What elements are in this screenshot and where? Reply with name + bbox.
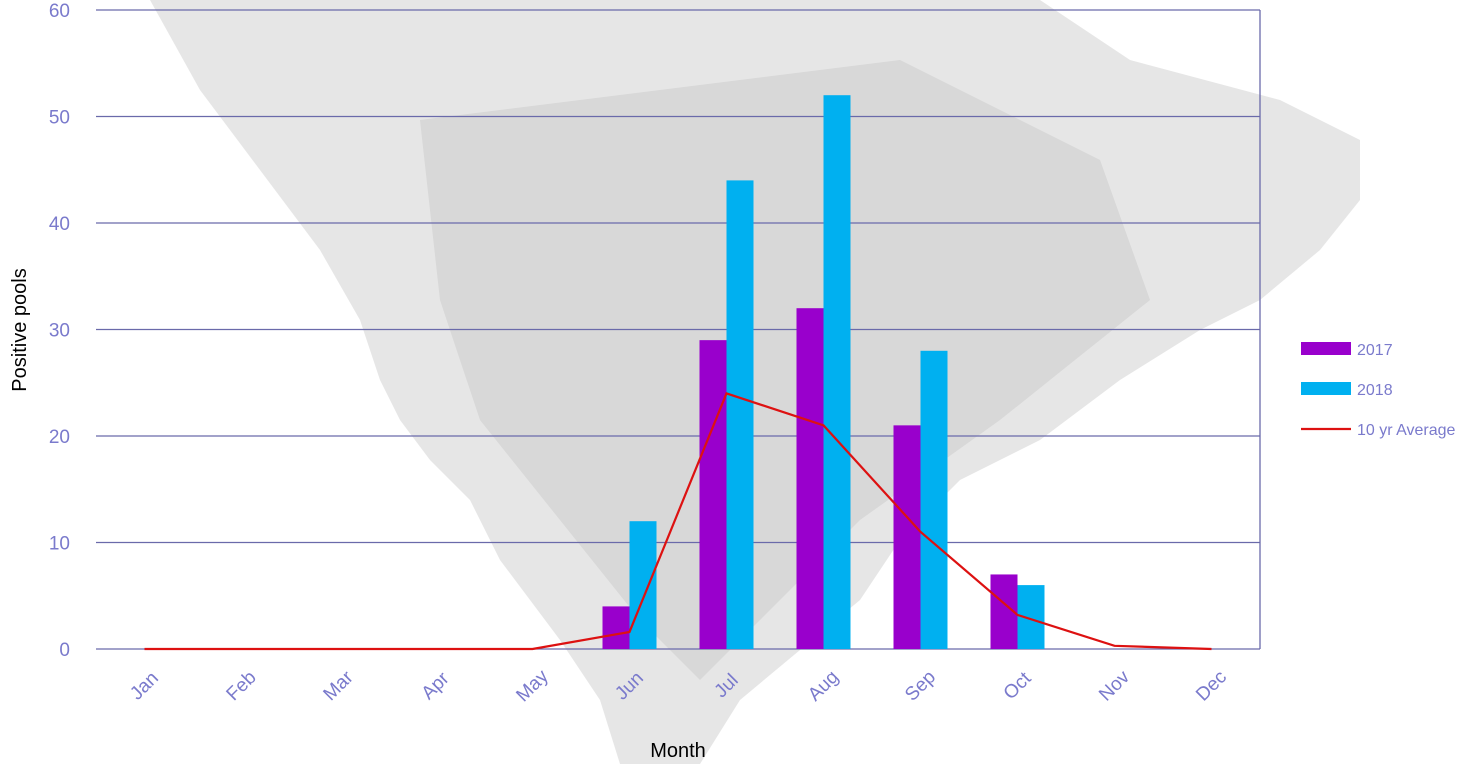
map-inner-shade [420, 60, 1150, 680]
x-tick-label-May: May [512, 666, 553, 707]
x-tick-label-Sep: Sep [901, 667, 940, 706]
y-tick-label: 30 [49, 321, 70, 342]
bar-2017-Jul [699, 340, 727, 649]
legend: 2017 2018 10 yr Average [1301, 342, 1456, 439]
legend-swatch-2017 [1301, 342, 1351, 355]
y-tick-labels: 0 10 20 30 40 50 60 [49, 1, 70, 661]
x-tick-label-Aug: Aug [804, 667, 843, 706]
legend-label: 10 yr Average [1357, 422, 1456, 439]
x-tick-label-Oct: Oct [1000, 668, 1036, 704]
legend-label: 2017 [1357, 342, 1393, 359]
x-tick-label-Jan: Jan [126, 668, 163, 705]
x-tick-label-Feb: Feb [223, 667, 261, 705]
bar-2018-Aug [823, 95, 851, 649]
bar-2018-Jun [629, 521, 657, 649]
average-line-group [144, 392, 1212, 651]
bars-group [602, 95, 1045, 649]
y-tick-label: 20 [49, 427, 70, 448]
x-tick-label-Dec: Dec [1192, 667, 1231, 706]
y-tick-label: 60 [49, 1, 70, 22]
bar-2017-Aug [796, 308, 824, 649]
y-axis-title: Positive pools [9, 268, 31, 391]
legend-swatch-2018 [1301, 382, 1351, 395]
x-tick-label-Mar: Mar [320, 667, 358, 705]
bar-2017-Jun [602, 606, 630, 649]
line-10-yr-Average [144, 392, 1212, 651]
background-map-image [150, 0, 1360, 764]
gridlines [96, 9, 1261, 650]
legend-label: 2018 [1357, 382, 1393, 399]
x-tick-label-Apr: Apr [418, 668, 454, 704]
x-tick-label-Nov: Nov [1095, 666, 1134, 705]
y-tick-label: 50 [49, 108, 70, 129]
bar-2018-Sep [920, 350, 948, 649]
map-silhouette [150, 0, 1360, 764]
y-tick-label: 40 [49, 214, 70, 235]
bar-2018-Jul [726, 180, 754, 649]
y-tick-label: 10 [49, 534, 70, 555]
x-axis-title: Month [650, 740, 706, 762]
y-tick-label: 0 [59, 640, 70, 661]
bar-2017-Sep [893, 425, 921, 649]
